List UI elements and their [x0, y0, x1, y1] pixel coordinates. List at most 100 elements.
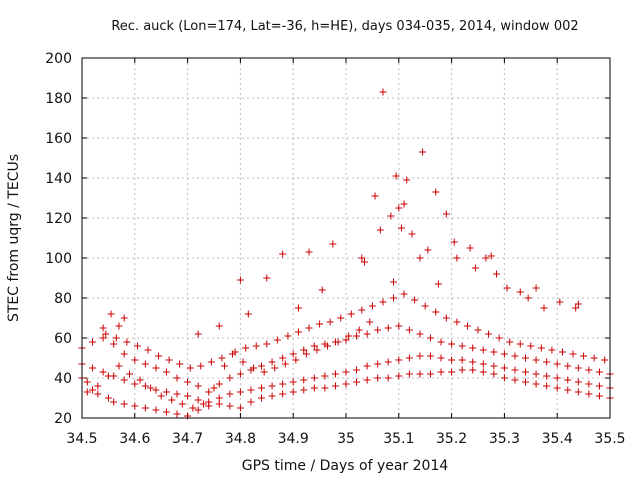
x-tick-label: 34.7 [172, 431, 203, 447]
data-point [490, 348, 498, 356]
data-point [405, 326, 413, 334]
data-point [471, 264, 479, 272]
data-point [99, 324, 107, 332]
data-point [120, 400, 128, 408]
data-point [387, 212, 395, 220]
data-point [247, 398, 255, 406]
data-point [210, 384, 218, 392]
data-point [89, 386, 97, 394]
data-point [94, 390, 102, 398]
data-point [479, 368, 487, 376]
data-point [342, 380, 350, 388]
data-point [500, 364, 508, 372]
data-point [537, 344, 545, 352]
data-point [226, 390, 234, 398]
data-point [123, 338, 131, 346]
data-point [279, 390, 287, 398]
data-point [503, 284, 511, 292]
data-point [157, 392, 165, 400]
data-point [226, 402, 234, 410]
data-point [580, 352, 588, 360]
data-point [147, 384, 155, 392]
data-point [292, 356, 300, 364]
data-point [416, 352, 424, 360]
data-point [258, 384, 266, 392]
data-point [424, 246, 432, 254]
data-point [300, 376, 308, 384]
data-point [194, 406, 202, 414]
data-point [318, 286, 326, 294]
data-point [136, 376, 144, 384]
y-axis-label: STEC from uqrg / TECUs [6, 154, 22, 322]
data-point [556, 298, 564, 306]
data-point [326, 318, 334, 326]
data-point [305, 324, 313, 332]
data-point [300, 346, 308, 354]
data-point [141, 404, 149, 412]
data-point [173, 410, 181, 418]
data-point [107, 310, 115, 318]
data-point [466, 244, 474, 252]
data-point [500, 350, 508, 358]
data-point [360, 258, 368, 266]
data-point [543, 382, 551, 390]
data-point [532, 284, 540, 292]
data-point [273, 336, 281, 344]
data-point [527, 342, 535, 350]
data-point [400, 200, 408, 208]
data-point [115, 322, 123, 330]
data-point [376, 226, 384, 234]
data-point [133, 342, 141, 350]
data-point [432, 308, 440, 316]
y-tick-label: 200 [45, 51, 72, 67]
data-point [516, 288, 524, 296]
data-point [395, 356, 403, 364]
data-point [268, 358, 276, 366]
data-point [173, 374, 181, 382]
data-point [94, 382, 102, 390]
x-tick-label: 35.2 [436, 431, 467, 447]
data-point [585, 366, 593, 374]
data-point [458, 356, 466, 364]
data-point [250, 364, 258, 372]
data-point [450, 238, 458, 246]
data-point [258, 394, 266, 402]
data-point [363, 362, 371, 370]
data-point [511, 352, 519, 360]
y-tick-label: 40 [54, 371, 72, 387]
data-point [408, 230, 416, 238]
data-point [482, 254, 490, 262]
data-point [474, 326, 482, 334]
x-tick-label: 35 [337, 431, 355, 447]
data-point [437, 368, 445, 376]
data-point [205, 398, 213, 406]
data-point [83, 388, 91, 396]
data-point [236, 370, 244, 378]
data-point [553, 374, 561, 382]
y-tick-label: 180 [45, 91, 72, 107]
data-point [184, 378, 192, 386]
data-point [289, 388, 297, 396]
data-point [585, 380, 593, 388]
data-point [366, 318, 374, 326]
data-point [289, 378, 297, 386]
y-tick-label: 60 [54, 331, 72, 347]
data-point [442, 210, 450, 218]
data-point [102, 330, 110, 338]
data-point [186, 364, 194, 372]
chart-title: Rec. auck (Lon=174, Lat=-36, h=HE), days… [111, 19, 578, 34]
data-point [342, 336, 350, 344]
data-point [162, 388, 170, 396]
data-point [553, 360, 561, 368]
data-point [469, 366, 477, 374]
data-point [469, 358, 477, 366]
data-point [448, 340, 456, 348]
data-point [334, 338, 342, 346]
data-point [260, 368, 268, 376]
data-point [83, 378, 91, 386]
data-point [500, 374, 508, 382]
data-point [397, 224, 405, 232]
data-point [347, 310, 355, 318]
data-point [310, 342, 318, 350]
data-point [165, 356, 173, 364]
